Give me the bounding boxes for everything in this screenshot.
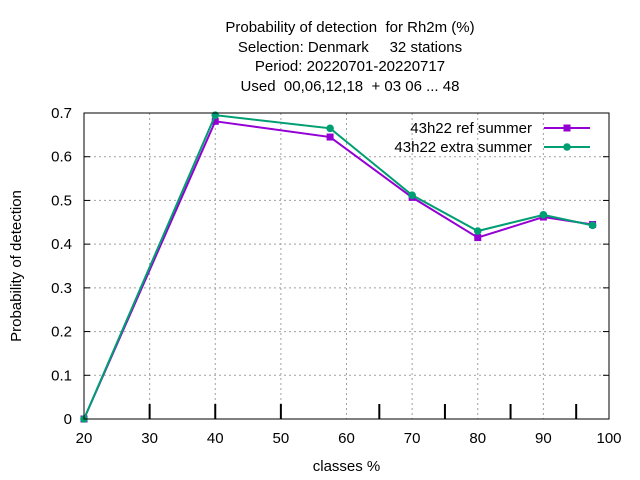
data-point	[326, 133, 334, 141]
data-point	[326, 124, 334, 133]
series-line	[83, 114, 593, 420]
y-tick-label: 0.3	[51, 280, 72, 297]
x-axis-ticks: 20 30 40 50 60 70 80 90 100	[76, 430, 622, 447]
y-axis-label: Probability of detection	[8, 190, 25, 342]
plot-frame	[83, 112, 610, 420]
y-tick-label: 0.4	[51, 236, 72, 253]
minor-tick-marks	[148, 404, 578, 419]
x-axis-label: classes %	[313, 458, 381, 475]
legend-label: 43h22 extra summer	[394, 139, 532, 156]
grid-lines	[84, 113, 609, 419]
series-group	[80, 111, 597, 423]
title-line-4: Used 00,06,12,18 + 03 06 ... 48	[240, 77, 460, 95]
title-line-1: Probability of detection for Rh2m (%)	[225, 19, 475, 36]
data-point	[408, 191, 416, 199]
x-tick-label: 30	[141, 430, 158, 447]
y-tick-label: 0.2	[51, 324, 72, 341]
y-tick-label: 0	[64, 411, 72, 428]
data-point	[473, 227, 482, 235]
legend-marker	[563, 143, 571, 151]
x-tick-label: 90	[535, 430, 552, 447]
data-point	[211, 117, 219, 125]
legend: 43h22 ref summer 43h22 extra summer	[394, 120, 590, 156]
data-point	[474, 234, 482, 242]
y-tick-label: 0.7	[51, 105, 72, 122]
data-point	[588, 221, 597, 230]
legend-marker	[563, 124, 571, 132]
y-axis-ticks: 0 0.1 0.2 0.3 0.4 0.5 0.6 0.7	[51, 105, 609, 428]
x-tick-label: 50	[273, 430, 290, 447]
x-tick-label: 60	[338, 430, 355, 447]
x-tick-label: 40	[207, 430, 224, 447]
x-tick-label: 100	[596, 430, 621, 447]
title-line-2: Selection: Denmark 32 stations	[237, 38, 463, 56]
series-line	[83, 120, 593, 420]
y-tick-label: 0.1	[51, 367, 72, 384]
x-tick-label: 20	[76, 430, 93, 447]
title-line-3: Period: 20220701-20220717	[254, 58, 446, 75]
legend-label: 43h22 ref summer	[410, 120, 532, 137]
chart-title: Probability of detection for Rh2m (%) Se…	[0, 18, 640, 96]
y-tick-label: 0.6	[51, 149, 72, 166]
x-tick-label: 80	[469, 430, 486, 447]
y-tick-label: 0.5	[51, 192, 72, 209]
x-tick-label: 70	[404, 430, 421, 447]
data-point	[539, 211, 548, 219]
